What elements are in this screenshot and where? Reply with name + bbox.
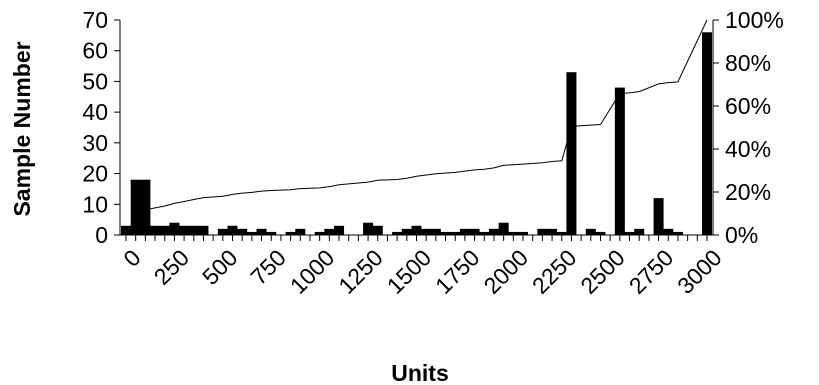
- bar: [246, 231, 257, 235]
- y-tick-label: 60: [82, 38, 108, 64]
- y-axis-title: Sample Number: [9, 41, 35, 216]
- bar: [179, 225, 190, 235]
- bar: [130, 179, 141, 235]
- bar: [547, 228, 558, 235]
- bar: [556, 231, 567, 235]
- x-tick-label: 1000: [285, 244, 340, 299]
- x-tick-label: 2000: [478, 244, 533, 299]
- y2-tick-label: 100%: [725, 7, 784, 33]
- y-tick-label: 0: [95, 222, 108, 248]
- bar: [498, 222, 509, 235]
- bar: [488, 228, 499, 235]
- y-tick-label: 30: [82, 130, 108, 156]
- bar: [566, 72, 577, 235]
- bar: [140, 179, 151, 235]
- x-tick-label: 2500: [575, 244, 630, 299]
- bar: [595, 231, 606, 235]
- x-tick-label: 750: [245, 244, 291, 290]
- bar: [450, 231, 461, 235]
- x-tick-label: 1250: [333, 244, 388, 299]
- x-tick-label: 250: [149, 244, 195, 290]
- bar: [295, 228, 306, 235]
- bar: [150, 225, 161, 235]
- bar: [518, 231, 529, 235]
- bar: [672, 231, 683, 235]
- bar: [198, 225, 209, 235]
- bar: [663, 228, 674, 235]
- bar: [256, 228, 267, 235]
- bar: [227, 225, 238, 235]
- x-tick-label: 1500: [382, 244, 437, 299]
- x-tick-label: 0: [118, 244, 145, 271]
- bar: [169, 222, 180, 235]
- x-axis-title: Units: [391, 360, 449, 385]
- bar: [469, 228, 480, 235]
- y-tick-label: 40: [82, 99, 108, 125]
- bar: [411, 225, 422, 235]
- y2-tick-label: 40%: [725, 136, 771, 162]
- y2-tick-label: 0%: [725, 222, 758, 248]
- bar: [653, 198, 664, 235]
- bar: [121, 225, 131, 235]
- bar: [624, 231, 635, 235]
- y2-tick-label: 80%: [725, 50, 771, 76]
- bar: [440, 231, 451, 235]
- x-tick-label: 2750: [624, 244, 679, 299]
- bar: [334, 225, 345, 235]
- bar: [614, 87, 625, 235]
- x-tick-label: 3000: [672, 244, 727, 299]
- bar: [188, 225, 199, 235]
- bar: [430, 228, 441, 235]
- bar: [401, 228, 412, 235]
- x-tick-label: 1750: [430, 244, 485, 299]
- bar: [363, 222, 374, 235]
- bar: [314, 231, 325, 235]
- bar: [217, 228, 228, 235]
- x-tick-label: 500: [197, 244, 243, 290]
- cumulative-line: [125, 19, 708, 234]
- bar: [421, 228, 432, 235]
- bar: [324, 228, 335, 235]
- bar: [585, 228, 596, 235]
- bar: [285, 231, 296, 235]
- bar: [537, 228, 548, 235]
- bar: [392, 231, 403, 235]
- bar: [159, 225, 170, 235]
- bar: [508, 231, 519, 235]
- bar: [634, 228, 645, 235]
- y-tick-label: 70: [82, 7, 108, 33]
- x-tick-label: 2250: [527, 244, 582, 299]
- y-tick-label: 20: [82, 161, 108, 187]
- bar: [237, 228, 248, 235]
- bar: [372, 225, 383, 235]
- bar: [266, 231, 277, 235]
- y2-tick-label: 60%: [725, 93, 771, 119]
- bar: [702, 32, 712, 236]
- y-tick-label: 50: [82, 68, 108, 94]
- bar: [459, 228, 470, 235]
- bar: [479, 231, 490, 235]
- y2-tick-label: 20%: [725, 179, 771, 205]
- plot-area: [121, 19, 712, 236]
- y-tick-label: 10: [82, 191, 108, 217]
